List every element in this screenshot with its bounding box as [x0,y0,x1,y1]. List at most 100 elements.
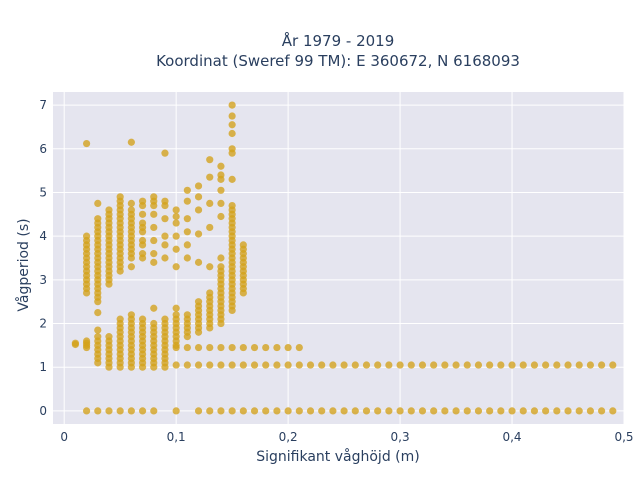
data-point [463,361,471,369]
data-point [306,361,315,369]
data-point [374,407,382,415]
data-point [318,361,326,369]
data-point [82,407,91,415]
data-point [183,241,191,249]
data-point [138,197,147,205]
data-point [273,407,281,415]
data-point [206,407,214,415]
data-point [94,215,102,223]
data-point [418,361,427,369]
data-point [105,333,113,341]
data-points [71,101,617,415]
x-tick-label: 0,1 [167,430,186,444]
data-point [486,361,494,369]
data-point [172,311,180,319]
data-point [430,407,438,415]
data-point [262,407,270,415]
data-point [183,343,191,352]
data-point [217,343,225,352]
data-point [194,361,203,369]
data-point [217,263,225,271]
data-point [150,223,158,232]
data-point [206,343,214,352]
data-point [519,407,527,415]
data-point [374,361,382,369]
chart-title-line-1: År 1979 - 2019 [282,31,395,50]
data-point [71,340,79,349]
data-point [228,201,236,210]
data-point [194,343,203,352]
data-point [183,228,191,236]
data-point [194,407,203,415]
data-point [542,361,550,369]
data-point [183,197,191,205]
x-tick-label: 0,3 [391,430,410,444]
data-point [295,361,303,369]
data-point [127,263,135,271]
data-point [217,162,225,170]
data-point [183,215,191,223]
x-tick-label: 0,5 [614,430,633,444]
data-point [172,206,180,214]
data-point [150,258,158,266]
data-point [609,407,617,415]
data-point [239,343,247,352]
grid-lines [53,92,625,424]
data-point [150,236,158,245]
data-point [127,199,135,207]
data-point [497,361,505,369]
data-point [228,407,236,415]
data-point [94,326,102,334]
data-point [340,407,348,415]
data-point [217,361,225,369]
y-tick-label: 4 [39,229,47,243]
data-point [116,193,124,201]
data-point [586,361,595,369]
data-point [362,361,371,369]
data-point [228,361,236,369]
data-point [295,343,303,352]
data-point [206,199,214,207]
data-point [217,254,225,262]
data-point [441,361,449,369]
data-point [385,407,393,415]
data-point [609,361,617,369]
y-axis-title: Vågperiod (s) [15,218,32,311]
data-point [228,129,236,138]
data-point [183,361,191,369]
data-point [194,258,203,266]
data-point [329,361,337,369]
data-point [138,210,147,218]
data-point [161,315,169,323]
data-point [217,407,225,415]
data-point [138,315,147,323]
data-point [228,121,236,129]
data-point [396,361,404,369]
data-point [407,407,415,415]
data-point [284,343,292,352]
data-point [575,361,583,369]
data-point [161,232,169,240]
data-point [206,289,214,297]
data-point [161,254,169,262]
data-point [183,186,191,194]
data-point [318,407,326,415]
data-point [329,407,337,415]
data-point [206,173,214,181]
data-point [194,193,203,201]
data-point [250,343,259,352]
data-point [138,250,147,258]
data-point [239,407,247,415]
data-point [497,407,505,415]
x-tick-label: 0,2 [279,430,298,444]
data-point [598,407,606,415]
data-point [94,333,102,341]
data-point [351,361,359,369]
data-point [172,219,180,227]
data-point [127,138,135,146]
data-point [150,250,158,258]
data-point [564,361,572,369]
data-point [407,361,415,369]
data-point [206,223,214,232]
